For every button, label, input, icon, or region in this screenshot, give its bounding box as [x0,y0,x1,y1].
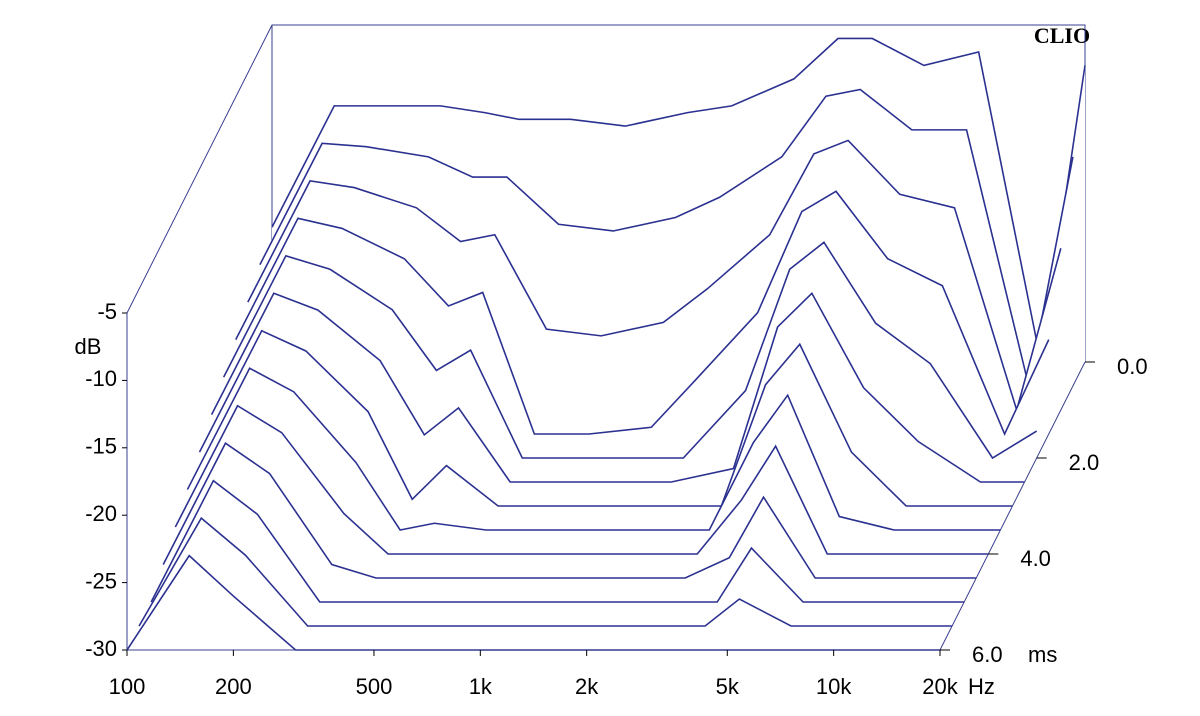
slice-line [247,139,1062,413]
x-tick-label: 10k [816,674,852,699]
x-tick-label: 20k [922,674,958,699]
slice-line [271,37,1086,363]
z-tick-label: 0.0 [1117,354,1148,379]
x-tick-label: 100 [109,674,146,699]
y-axis-label: dB [75,334,102,359]
slice-line [210,291,1025,483]
slice-line [162,442,977,579]
slice-fill [175,405,989,554]
y-tick-label: -5 [97,299,117,324]
z-unit-label: ms [1028,642,1057,667]
slice-line [150,479,965,603]
z-tick-label: 2.0 [1069,450,1100,475]
y-tick-label: -20 [85,501,117,526]
slice-fill [151,480,965,602]
y-tick-label: -30 [85,636,117,661]
z-tick-label: 6.0 [972,642,1003,667]
slice-fill [127,555,940,650]
x-tick-label: 500 [356,674,393,699]
x-tick-label: 2k [575,674,599,699]
slice-line [198,329,1013,507]
slice-line [138,516,953,627]
x-tick-label: 5k [716,674,740,699]
slice-line [174,404,989,555]
x-tick-label: 1k [469,674,493,699]
slice-fill [163,443,977,578]
z-tick-label: 4.0 [1020,546,1051,571]
y-tick-label: -15 [85,434,117,459]
slice-line [259,88,1074,387]
slice-line [186,367,1001,531]
brand-label: CLIO [1034,23,1090,48]
y-tick-label: -10 [85,366,117,391]
slice-line [222,241,1038,460]
slice-line [235,190,1050,436]
x-unit-label: Hz [968,674,995,699]
y-tick-label: -25 [85,568,117,593]
x-tick-label: 200 [215,674,252,699]
